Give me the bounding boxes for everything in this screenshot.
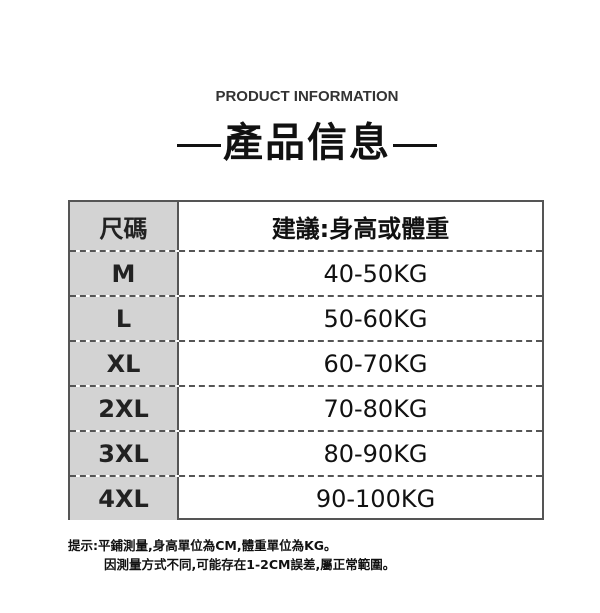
weight-cell: 50-60KG <box>323 304 428 333</box>
table-row: 2XL 70-80KG <box>70 385 542 430</box>
size-cell: 4XL <box>70 477 179 520</box>
size-cell: L <box>70 297 179 340</box>
title-text: 產品信息 <box>223 120 391 166</box>
size-table: 尺碼 建議:身高或體重 M 40-50KG L 50-60KG XL 60-70KG … <box>68 200 544 520</box>
note-line: 提示:平鋪測量,身高單位為CM,體重單位為KG。 <box>68 538 337 553</box>
divider <box>393 143 437 147</box>
table-row: M 40-50KG <box>70 250 542 295</box>
header-size: 尺碼 <box>70 202 179 250</box>
weight-cell: 80-90KG <box>323 439 428 468</box>
table-row: 3XL 80-90KG <box>70 430 542 475</box>
divider <box>177 143 221 147</box>
page-title: 產品信息 <box>0 110 600 168</box>
size-cell: XL <box>70 342 179 385</box>
table-row: L 50-60KG <box>70 295 542 340</box>
size-cell: M <box>70 252 179 295</box>
size-cell: 2XL <box>70 387 179 430</box>
subtitle: PRODUCT INFORMATION <box>215 88 399 105</box>
weight-cell: 40-50KG <box>323 259 428 288</box>
header-recommendation: 建議:身高或體重 <box>271 214 450 243</box>
measurement-note: 提示:平鋪測量,身高單位為CM,體重單位為KG。 因測量方式不同,可能存在1-2… <box>68 536 395 574</box>
weight-cell: 90-100KG <box>315 484 436 513</box>
table-row: XL 60-70KG <box>70 340 542 385</box>
note-line: 因測量方式不同,可能存在1-2CM誤差,屬正常範圍。 <box>104 557 396 572</box>
size-cell: 3XL <box>70 432 179 475</box>
table-row: 4XL 90-100KG <box>70 475 542 520</box>
weight-cell: 60-70KG <box>323 349 428 378</box>
weight-cell: 70-80KG <box>323 394 428 423</box>
table-header: 尺碼 建議:身高或體重 <box>70 202 542 250</box>
